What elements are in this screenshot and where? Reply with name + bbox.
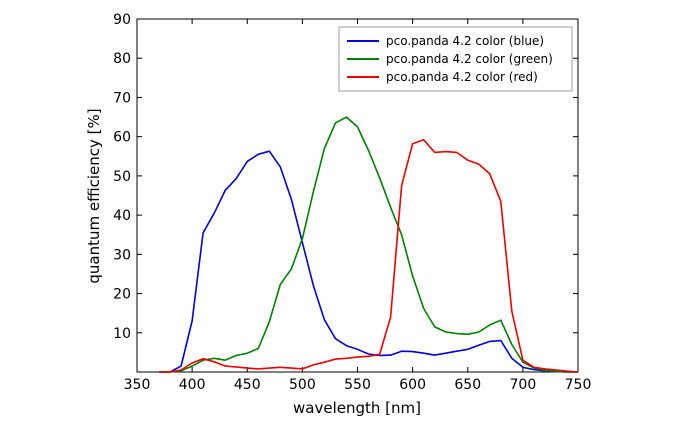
x-tick-label: 600 <box>399 377 426 393</box>
y-tick-label: 20 <box>113 287 131 303</box>
y-tick-label: 50 <box>113 169 131 185</box>
y-tick-label: 40 <box>113 208 131 224</box>
x-tick-label: 450 <box>234 377 261 393</box>
y-tick-label: 60 <box>113 130 131 146</box>
x-axis-title: wavelength [nm] <box>293 399 421 417</box>
x-tick-label: 650 <box>454 377 481 393</box>
legend-label: pco.panda 4.2 color (blue) <box>386 34 544 48</box>
x-tick-label: 400 <box>179 377 206 393</box>
x-tick-label: 550 <box>344 377 371 393</box>
y-tick-label: 10 <box>113 326 131 342</box>
x-tick-label: 750 <box>565 377 592 393</box>
legend: pco.panda 4.2 color (blue) pco.panda 4.2 … <box>338 26 573 92</box>
y-axis-title: quantum efficiency [%] <box>85 108 103 283</box>
y-tick-label: 80 <box>113 51 131 67</box>
y-tick-label: 30 <box>113 247 131 263</box>
x-tick-label: 350 <box>124 377 151 393</box>
series-line-2 <box>159 139 579 373</box>
legend-label: pco.panda 4.2 color (green) <box>386 52 553 66</box>
x-axis: 350 400 450 500 550 600 650 700 750 <box>124 19 592 393</box>
y-tick-label: 70 <box>113 90 131 106</box>
y-tick-label: 90 <box>113 12 131 28</box>
y-axis: 10 20 30 40 50 60 70 80 90 <box>113 12 578 342</box>
legend-label: pco.panda 4.2 color (red) <box>386 70 538 84</box>
series-line-1 <box>159 116 578 373</box>
x-tick-label: 500 <box>289 377 316 393</box>
series-line-0 <box>159 150 578 373</box>
series-layer <box>159 116 579 373</box>
x-tick-label: 700 <box>510 377 537 393</box>
